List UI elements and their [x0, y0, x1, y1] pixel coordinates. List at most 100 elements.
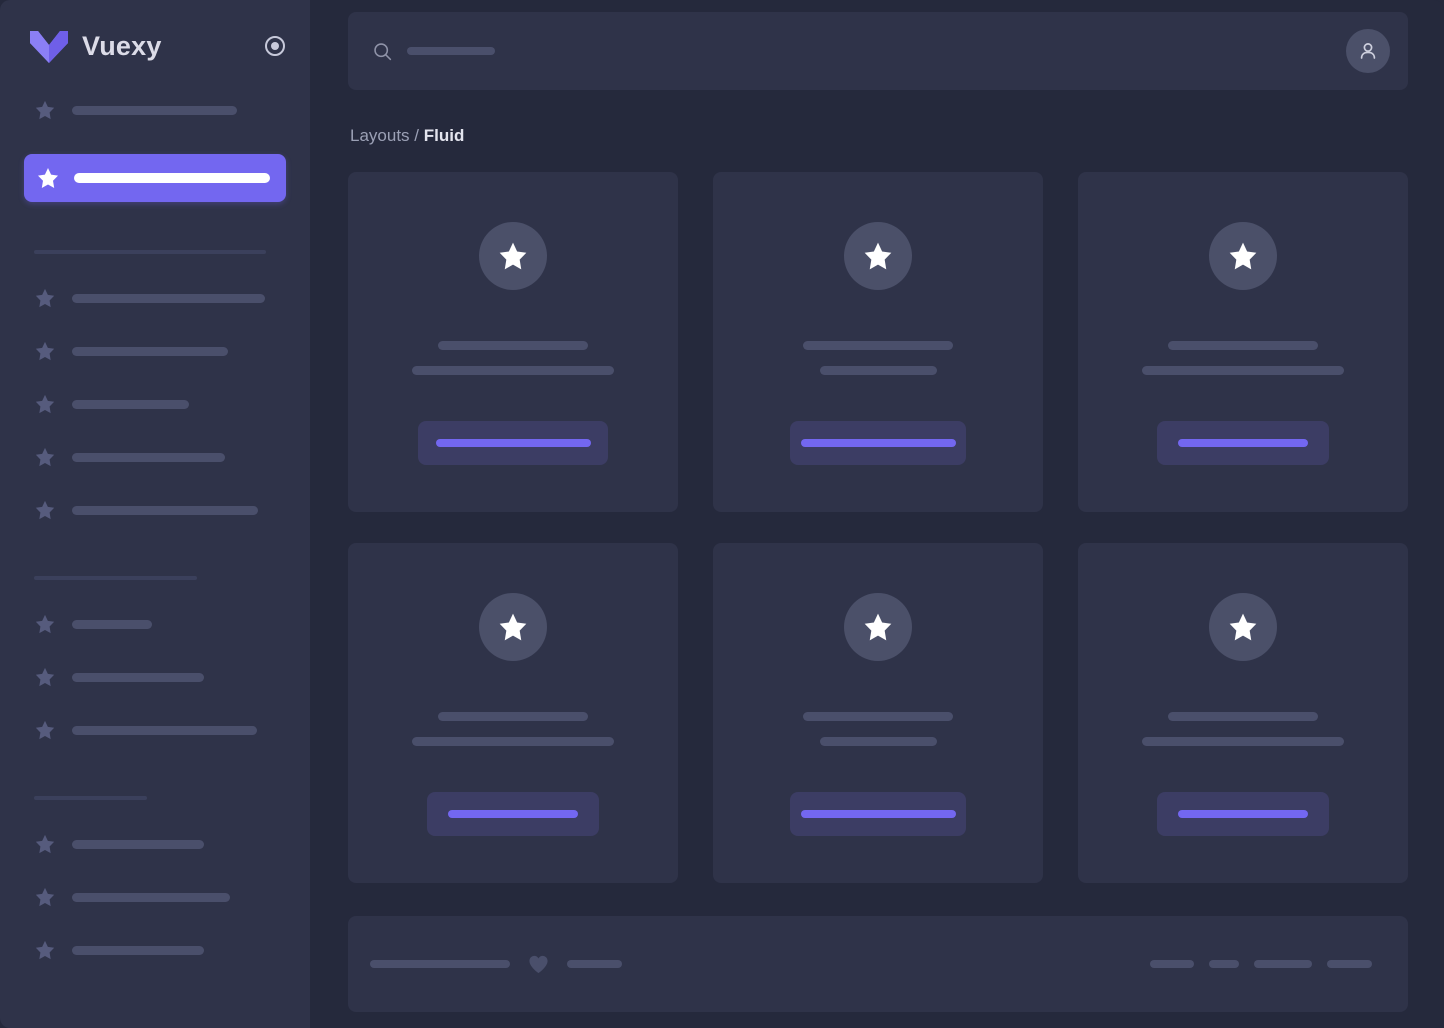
footer-left-group: [370, 955, 622, 974]
footer-bar: [348, 916, 1408, 1012]
sidebar-item-3[interactable]: [34, 280, 288, 316]
sidebar-item-13[interactable]: [34, 932, 288, 968]
vuexy-v-logo-icon: [30, 31, 68, 63]
footer-left-skeleton-1: [370, 960, 510, 968]
sidebar-item-10[interactable]: [34, 712, 288, 748]
card-5-action-button[interactable]: [790, 792, 966, 836]
card-5-text-skeleton: [713, 712, 1043, 746]
sidebar-divider-3: [34, 576, 197, 580]
card-5-button-label-skeleton: [800, 810, 956, 818]
card-3-text-skeleton: [1078, 341, 1408, 375]
sidebar-divider-2: [34, 250, 266, 254]
sidebar-item-9-label-skeleton: [72, 672, 204, 682]
card-6-line-2: [1142, 737, 1344, 746]
sidebar-item-9[interactable]: [34, 659, 288, 695]
sidebar-item-6[interactable]: [34, 439, 288, 475]
sidebar-nav: [0, 92, 310, 968]
star-icon: [499, 613, 527, 641]
search-icon[interactable]: [372, 41, 393, 62]
sidebar-item-13-label-skeleton: [72, 945, 204, 955]
star-icon: [1229, 242, 1257, 270]
card-6-text-skeleton: [1078, 712, 1408, 746]
card-1-line-1: [438, 341, 588, 350]
card-4-button-label-skeleton: [448, 810, 578, 818]
breadcrumb-current: Fluid: [423, 126, 465, 145]
card-1-avatar: [479, 222, 547, 290]
heart-icon: [529, 955, 548, 973]
sidebar-item-1[interactable]: [34, 92, 288, 128]
card-2-avatar: [844, 222, 912, 290]
sidebar-item-7-label-skeleton: [72, 505, 258, 515]
card-6-action-button[interactable]: [1157, 792, 1329, 836]
topbar: [348, 12, 1408, 90]
footer-link-3[interactable]: [1254, 960, 1312, 968]
card-3-avatar: [1209, 222, 1277, 290]
card-4-line-2: [412, 737, 614, 746]
user-avatar-icon: [1360, 43, 1376, 59]
sidebar-item-12-label-skeleton: [72, 892, 230, 902]
sidebar-item-1-label-skeleton: [72, 105, 237, 115]
card-4: [348, 543, 678, 883]
footer-link-2[interactable]: [1209, 960, 1239, 968]
card-6: [1078, 543, 1408, 883]
sidebar-item-2-active[interactable]: [24, 154, 286, 202]
sidebar-divider-4: [34, 796, 147, 800]
card-grid: [348, 172, 1408, 883]
card-6-line-1: [1168, 712, 1318, 721]
sidebar-item-4-label-skeleton: [72, 346, 228, 356]
star-icon: [35, 100, 55, 120]
card-6-button-label-skeleton: [1178, 810, 1308, 818]
main-content: Layouts / Fluid: [310, 0, 1444, 1028]
card-4-line-1: [438, 712, 588, 721]
breadcrumb-parent[interactable]: Layouts: [350, 126, 410, 145]
search-input[interactable]: [407, 47, 495, 55]
sidebar-collapse-toggle[interactable]: [262, 33, 288, 59]
card-2-line-1: [803, 341, 953, 350]
star-icon: [35, 834, 55, 854]
radio-circle-dot-icon: [265, 36, 285, 56]
sidebar-item-8[interactable]: [34, 606, 288, 642]
card-3-button-label-skeleton: [1178, 439, 1308, 447]
star-icon: [1229, 613, 1257, 641]
sidebar-item-6-label-skeleton: [72, 452, 225, 462]
card-4-action-button[interactable]: [427, 792, 599, 836]
star-icon: [35, 940, 55, 960]
star-icon: [35, 394, 55, 414]
sidebar-item-7[interactable]: [34, 492, 288, 528]
card-4-avatar: [479, 593, 547, 661]
card-1-line-2: [412, 366, 614, 375]
sidebar-item-3-label-skeleton: [72, 293, 265, 303]
footer-link-4[interactable]: [1327, 960, 1372, 968]
avatar[interactable]: [1346, 29, 1390, 73]
star-icon: [35, 887, 55, 907]
breadcrumb-separator: /: [414, 126, 420, 145]
card-5-line-2: [819, 737, 937, 746]
sidebar-item-5-label-skeleton: [72, 399, 189, 409]
breadcrumb: Layouts / Fluid: [350, 126, 1408, 146]
sidebar-group-2: [0, 202, 310, 528]
footer-link-1[interactable]: [1150, 960, 1194, 968]
sidebar-item-11[interactable]: [34, 826, 288, 862]
card-1-action-button[interactable]: [418, 421, 608, 465]
sidebar-item-4[interactable]: [34, 333, 288, 369]
sidebar-group-4: [0, 748, 310, 968]
star-icon: [499, 242, 527, 270]
star-icon: [35, 447, 55, 467]
card-3-line-1: [1168, 341, 1318, 350]
card-2-line-2: [819, 366, 937, 375]
sidebar-item-12[interactable]: [34, 879, 288, 915]
sidebar-item-8-label-skeleton: [72, 619, 152, 629]
footer-left-skeleton-2: [567, 960, 622, 968]
star-icon: [35, 500, 55, 520]
card-3-action-button[interactable]: [1157, 421, 1329, 465]
card-3: [1078, 172, 1408, 512]
star-icon: [35, 288, 55, 308]
sidebar-item-2-label-skeleton: [74, 173, 270, 183]
brand-header: Vuexy: [0, 0, 310, 92]
star-icon: [864, 613, 892, 641]
card-3-line-2: [1142, 366, 1344, 375]
sidebar-item-5[interactable]: [34, 386, 288, 422]
star-icon: [35, 720, 55, 740]
card-2-action-button[interactable]: [790, 421, 966, 465]
